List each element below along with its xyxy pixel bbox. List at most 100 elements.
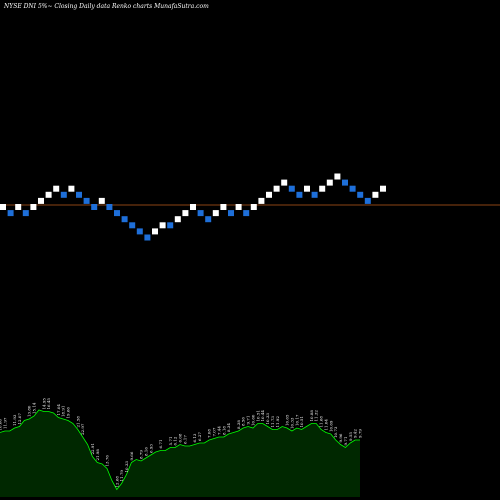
volume-label: 6.17 (182, 435, 187, 444)
renko-brick-up (258, 197, 265, 204)
volume-label: 19.66 (66, 407, 71, 419)
volume-label: 13.80 (27, 405, 32, 417)
renko-brick-down (167, 222, 174, 229)
volume-label: 6.27 (197, 432, 202, 441)
volume-label: 17.04 (56, 404, 61, 416)
renko-brick-down (288, 185, 295, 192)
volume-label: 6.13 (192, 433, 197, 442)
volume-label: 9.55 (348, 432, 353, 441)
renko-brick-up (15, 204, 22, 210)
volume-label: 11.97 (2, 417, 7, 429)
volume-label: 9.71 (343, 437, 348, 446)
chart-title: NYSE DNI 5%~ Closing Daily data Renko ch… (3, 3, 209, 10)
renko-brick-down (243, 210, 250, 217)
volume-label: 9.79 (358, 429, 363, 438)
volume-label: 9.96 (338, 433, 343, 442)
renko-brick-down (7, 210, 14, 217)
volume-label: 10.17 (294, 414, 299, 426)
renko-brick-up (304, 185, 310, 192)
renko-brick-up (326, 179, 333, 186)
volume-label: 15.14 (32, 402, 37, 414)
volume-label: 10.33 (124, 461, 129, 473)
renko-brick-down (296, 191, 303, 198)
renko-brick-down (121, 216, 128, 223)
volume-label: 8.79 (139, 450, 144, 459)
volume-label: 7.07 (212, 427, 217, 436)
volume-label: 10.66 (0, 419, 3, 431)
renko-brick-up (334, 173, 341, 180)
volume-label: 8.34 (226, 423, 231, 432)
volume-label: 8.16 (143, 447, 148, 456)
renko-brick-up (319, 185, 326, 192)
renko-brick-up (250, 204, 257, 210)
volume-label: 16.45 (46, 398, 51, 410)
renko-brick-up (380, 185, 386, 192)
renko-brick-up (45, 191, 52, 198)
volume-label: 10.65 (285, 414, 290, 426)
renko-brick-down (349, 185, 356, 192)
renko-brick-down (129, 222, 136, 229)
renko-brick-up (212, 210, 219, 217)
volume-label: 12.07 (17, 413, 22, 425)
renko-brick-down (91, 204, 98, 210)
volume-label: 14.95 (41, 398, 46, 410)
volume-label: 8.18 (221, 426, 226, 435)
volume-label: 21.58 (75, 416, 80, 428)
volume-label: 5.71 (168, 437, 173, 446)
volume-label: 10.69 (328, 420, 333, 432)
renko-brick-up (235, 204, 242, 210)
volume-label: 6.71 (158, 440, 163, 449)
volume-label: 10.33 (289, 417, 294, 429)
volume-label: 8.38 (236, 420, 241, 429)
renko-brick-down (114, 210, 120, 217)
volume-label: 6.08 (178, 433, 183, 442)
volume-panel: 10.66 11.97 11.93 12.07 13.80 15.14 14.95 16.45… (0, 398, 363, 497)
renko-brick-down (83, 197, 90, 204)
renko-brick-up (68, 185, 75, 192)
volume-line (0, 409, 360, 491)
renko-brick-up (182, 210, 189, 217)
renko-brick-down (228, 210, 234, 217)
renko-brick-down (144, 234, 151, 241)
volume-label: 6.93 (148, 444, 153, 453)
volume-label: 6.12 (173, 436, 178, 445)
renko-brick-up (0, 204, 6, 210)
renko-brick-down (22, 210, 29, 217)
volume-label: 11.04 (323, 419, 328, 431)
volume-label: 11.68 (319, 416, 324, 428)
volume-label: 22.91 (90, 443, 95, 454)
volume-label: 7.08 (207, 429, 212, 438)
volume-label: 13.76 (105, 455, 110, 467)
volume-label: 11.73 (270, 416, 275, 428)
renko-brick-down (136, 228, 143, 235)
renko-brick-up (273, 185, 280, 192)
volume-label: 10.33 (265, 413, 270, 425)
renko-brick-up (38, 197, 44, 204)
volume-label: 10.44 (260, 410, 265, 422)
renko-brick-up (190, 204, 196, 210)
renko-brick-up (372, 191, 379, 198)
volume-label: 8.56 (241, 417, 246, 426)
renko-brick-down (106, 204, 113, 210)
volume-label: 10.73 (333, 426, 338, 438)
renko-brick-up (266, 191, 272, 198)
renko-brick-up (159, 222, 166, 229)
volume-label: 10.60 (251, 414, 256, 426)
renko-brick-up (152, 228, 158, 235)
volume-label: 11.92 (275, 416, 280, 428)
volume-label: 18.91 (61, 406, 66, 417)
renko-bricks (0, 173, 386, 241)
renko-brick-up (174, 216, 181, 223)
volume-area (0, 410, 360, 497)
volume-label: 21.98 (95, 449, 100, 461)
renko-brick-up (53, 185, 60, 192)
volume-label: 10.88 (309, 410, 314, 422)
renko-brick-down (364, 197, 371, 204)
volume-label: 9.71 (246, 416, 251, 425)
volume-label: 7.44 (216, 426, 221, 435)
renko-brick-down (205, 216, 212, 223)
renko-brick-up (281, 179, 288, 186)
volume-label: 12.68 (114, 476, 119, 488)
renko-brick-up (98, 197, 105, 204)
